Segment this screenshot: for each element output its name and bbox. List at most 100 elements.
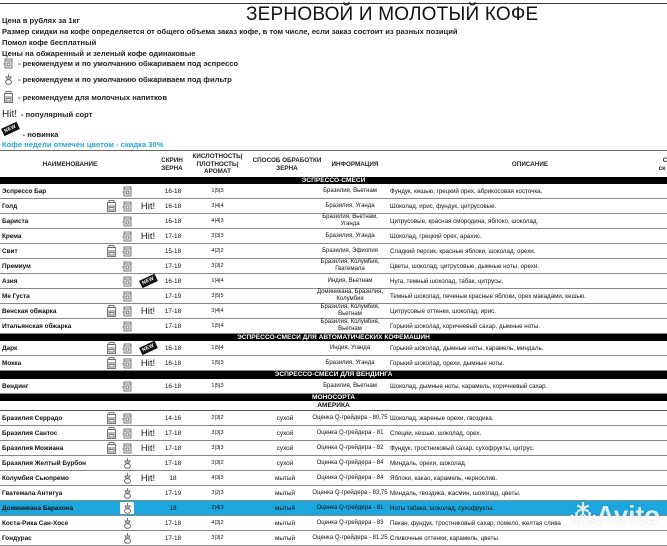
screen-size: 17-18 xyxy=(164,459,182,467)
screen-size: 17-18 xyxy=(164,429,182,437)
table-row[interactable]: Бразилия Желтый Бурбон 17-18 3|3|2 сухой Оце… xyxy=(0,456,667,471)
table-row[interactable]: Крема Hit! 17-18 3|3|3 Бразилия, Уганда Шокол… xyxy=(0,229,667,244)
icon-group xyxy=(104,289,164,303)
table-row[interactable]: Бразилия Серрадо 14-16 2|3|2 сухой Оценка Q-… xyxy=(0,411,667,426)
legend-milk: - рекомендуем для молочных напитков xyxy=(2,91,167,103)
table-row[interactable]: Бариста 16-18 4|4|3 Бразилия, Вьетнам, Уган… xyxy=(0,214,667,229)
description: Шоколад, ирис, фундук, цитрусовые. xyxy=(390,202,497,210)
screen-size: 17-19 xyxy=(164,292,182,300)
icon-group xyxy=(104,501,164,515)
coffee-name: Азия xyxy=(2,277,18,285)
hit-badge: Hit! xyxy=(140,357,156,369)
description: Сладкий персик, красные яблоки, шоколад,… xyxy=(390,247,536,255)
table-row[interactable]: Эспрессо Бар 16-18 1|5|3 Бразилия, Вьетнам Ф… xyxy=(0,184,667,199)
table-row[interactable]: Ме Густа 17-19 3|5|5 Доминикана, Бразилия, … xyxy=(0,289,667,304)
filter-icon xyxy=(2,73,14,85)
table-row[interactable]: Азия NEW 16-18 1|4|4 Индия, Вьетнам Нуга, тем… xyxy=(0,273,667,289)
icon-group: Hit! xyxy=(104,229,164,243)
filter-icon xyxy=(120,517,134,529)
origin-info: Оценка Q-грейдера - 83 xyxy=(316,519,384,526)
new-slot: NEW xyxy=(136,273,160,289)
table-row[interactable]: Колумбия Сьюпремо Hit! 18 4|3|3 мытый Оценка … xyxy=(0,471,667,486)
table-row[interactable]: Гондурас 17-18 3|3|2 мытый Оценка Q-грейдера… xyxy=(0,531,667,546)
milk-icon xyxy=(104,200,118,212)
icon-group: Hit! xyxy=(104,199,164,213)
legend-new: NEW - новинка xyxy=(1,121,58,139)
processing-method xyxy=(260,229,310,243)
origin-info: Оценка Q-грейдера - 82 xyxy=(316,444,384,451)
milk-icon xyxy=(104,245,118,257)
espresso-icon xyxy=(120,321,134,332)
header-name: НАИМЕНОВАНИЕ xyxy=(42,161,98,168)
screen-size: 18 xyxy=(169,504,177,512)
description: Цветы, шоколад, цитрусовые, дымные ноты,… xyxy=(390,262,540,270)
origin-info: Оценка Q-грейдера - 80,75 xyxy=(312,414,388,421)
milk-icon xyxy=(104,412,118,424)
processing-method xyxy=(260,244,310,258)
acidity-density-aroma: 1|5|3 xyxy=(211,383,224,389)
icon-group xyxy=(104,244,164,258)
origin-info: Бразилия, Вьетнам xyxy=(323,187,377,194)
screen-size: 16-18 xyxy=(164,277,182,285)
coffee-name: Бразилия Сантос xyxy=(2,429,58,437)
table-row[interactable]: Доминикана Барахона 18 2|4|3 мытый Оценка Q-… xyxy=(0,501,667,516)
table-row[interactable]: Гватемала Антигуа 17-19 3|2|3 мытый Оценка Q… xyxy=(0,486,667,501)
table-row[interactable]: Мокка Hit! 16-18 1|5|3 Бразилия, Уганда Горьк… xyxy=(0,356,667,371)
table-row[interactable]: Премиум 17-19 3|3|2 Бразилия, Колумбия, Гва… xyxy=(0,259,667,274)
section-header: ЭСПРЕССО-СМЕСИ ДЛЯ АВТОМАТИЧЕСКИХ КОФЕМА… xyxy=(0,334,667,341)
table-row[interactable]: Голд Hit! 16-18 3|4|4 Бразилия, Уганда Шокола… xyxy=(0,199,667,214)
processing-method xyxy=(260,319,310,333)
table-row[interactable]: Венская обжарка Hit! 17-18 3|4|4 Бразилия, К… xyxy=(0,304,667,319)
description: Цитрусовые оттенки, шоколад, ирис. xyxy=(390,307,496,315)
origin-info: Оценка Q-грейдера - 81 xyxy=(316,429,384,436)
table-row[interactable]: Вендинг 16-18 1|5|3 Бразилия, Вьетнам Шокола… xyxy=(0,379,667,394)
coffee-name: Гватемала Антигуа xyxy=(2,489,63,497)
acidity-density-aroma: 4|2|2 xyxy=(211,248,224,254)
processing-method xyxy=(260,341,310,355)
description: Фундук, кешью, грецкий орех, абрикосовая… xyxy=(390,187,543,195)
header-acidity: КИСЛОТНОСТЬ| ПЛОТНОСТЬ| АРОМАТ xyxy=(192,153,243,175)
origin-info: Бразилия, Эфиопия xyxy=(322,247,378,254)
table-row[interactable]: Дарк NEW 16-18 1|5|4 Индия, Уганда Горький шо… xyxy=(0,340,667,356)
milk-icon xyxy=(104,442,118,454)
espresso-icon xyxy=(120,343,134,354)
hit-badge: Hit! xyxy=(2,109,17,120)
acidity-density-aroma: 4|3|3 xyxy=(211,475,224,481)
header-info: ИНФОРМАЦИЯ xyxy=(331,161,379,168)
screen-size: 17-18 xyxy=(164,307,182,315)
icon-group xyxy=(104,516,164,530)
coffee-of-week-note: Кофе недели отмечен цветом - скидка 30% xyxy=(2,140,164,149)
hit-badge: Hit! xyxy=(140,305,156,317)
header-process: СПОСОБ ОБРАБОТКИ ЗЕРНА xyxy=(252,157,322,172)
processing-method: мытый xyxy=(274,474,296,482)
section-header: ЭСПРЕССО-СМЕСИ ДЛЯ ВЕНДИНГА xyxy=(0,371,667,379)
espresso-icon xyxy=(120,443,134,454)
filter-icon xyxy=(120,532,134,544)
description: Специи, кешью, шоколад, орех. xyxy=(390,429,482,437)
note-grind: Помол кофе бесплатный xyxy=(2,38,97,47)
screen-size: 15-18 xyxy=(164,247,182,255)
table-row[interactable]: Бразилия Сантос Hit! 17-18 3|3|3 сухой Оценка… xyxy=(0,426,667,441)
screen-size: 18 xyxy=(169,474,177,482)
description: Шоколад, дымные ноты, карамель, коричнев… xyxy=(390,382,548,390)
table-row[interactable]: Свит 15-18 4|2|2 Бразилия, Эфиопия Сладкий п… xyxy=(0,244,667,259)
icon-group xyxy=(104,456,164,470)
table-row[interactable]: Коста-Рика Сан-Хосе 17-18 4|3|2 мытый Оценка… xyxy=(0,516,667,531)
icon-group: Hit! xyxy=(104,356,164,370)
icon-group xyxy=(104,411,164,425)
legend-espresso: - рекомендуем и по умолчанию обжариваем … xyxy=(2,57,238,69)
coffee-name: Крема xyxy=(2,232,22,240)
hit-badge: Hit! xyxy=(140,472,156,484)
legend-hit: Hit! - популярный сорт xyxy=(2,109,92,120)
description: Пекан, фундук, тростниковый сахар, помел… xyxy=(390,519,561,527)
processing-method: сухой xyxy=(276,429,294,437)
espresso-icon xyxy=(120,261,134,272)
acidity-density-aroma: 3|2|3 xyxy=(211,490,224,496)
hit-badge: Hit! xyxy=(140,442,156,454)
processing-method xyxy=(260,184,310,198)
new-badge: NEW xyxy=(138,340,158,356)
header-description: ОПИСАНИЕ xyxy=(511,161,549,168)
table-row[interactable]: Итальянская обжарка 17-18 1|5|4 Бразилия, К… xyxy=(0,319,667,334)
table-row[interactable]: Бразилия Можиана Hit! 17-18 3|3|3 сухой Оценк… xyxy=(0,441,667,456)
top-border xyxy=(0,3,667,4)
